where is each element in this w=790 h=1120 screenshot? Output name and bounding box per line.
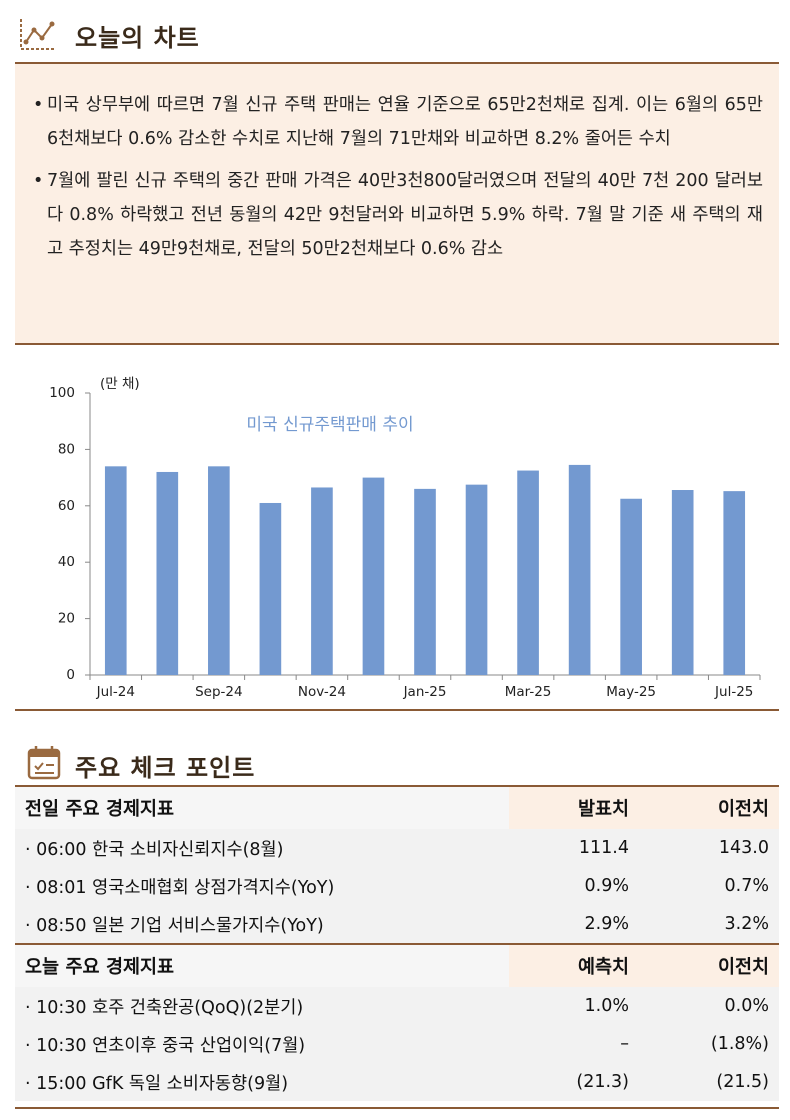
table-header: 전일 주요 경제지표 발표치 이전치 xyxy=(15,787,779,829)
table-cell: · 10:30 연초이후 중국 산업이익(7월) xyxy=(15,1025,509,1063)
table-cell: 이전치 xyxy=(639,945,779,987)
table-header: 오늘 주요 경제지표 예측치 이전치 xyxy=(15,945,779,987)
page-title: 오늘의 차트 xyxy=(75,24,200,52)
section-title: 주요 체크 포인트 xyxy=(75,754,256,782)
table-row: · 06:00 한국 소비자신뢰지수(8월) 111.4 143.0 xyxy=(15,829,779,867)
x-tick-label: Jul-24 xyxy=(96,684,135,700)
table-row: · 08:50 일본 기업 서비스물가지수(YoY) 2.9% 3.2% xyxy=(15,905,779,943)
bar xyxy=(517,470,539,675)
indicator-table: 오늘 주요 경제지표 예측치 이전치 · 10:30 호주 건축완공(QoQ)(2분기… xyxy=(15,945,779,1101)
table-cell: 발표치 xyxy=(509,787,639,829)
bar xyxy=(723,491,746,675)
table-row: · 10:30 호주 건축완공(QoQ)(2분기) 1.0% 0.0% xyxy=(15,987,779,1025)
table-cell: 전일 주요 경제지표 xyxy=(15,787,509,829)
bar xyxy=(259,502,282,675)
table-cell: 111.4 xyxy=(509,829,639,867)
table-row: · 10:30 연초이후 중국 산업이익(7월) – (1.8%) xyxy=(15,1025,779,1063)
calendar-icon xyxy=(27,746,61,780)
y-tick-label: 80 xyxy=(58,441,75,457)
y-tick-label: 20 xyxy=(58,611,75,627)
bar xyxy=(414,488,436,675)
table-cell: (21.3) xyxy=(509,1063,639,1101)
bar xyxy=(208,466,230,675)
divider xyxy=(15,785,779,787)
table-cell: (21.5) xyxy=(639,1063,779,1101)
x-tick-label: Sep-24 xyxy=(195,684,243,700)
table-cell: 예측치 xyxy=(509,945,639,987)
y-tick-label: 60 xyxy=(58,498,75,514)
y-axis-label: (만 채) xyxy=(100,376,140,392)
table-cell: · 06:00 한국 소비자신뢰지수(8월) xyxy=(15,829,509,867)
table-cell: 0.9% xyxy=(509,867,639,905)
table-cell: 2.9% xyxy=(509,905,639,943)
table-cell: 3.2% xyxy=(639,905,779,943)
indicator-table: 전일 주요 경제지표 발표치 이전치 · 06:00 한국 소비자신뢰지수(8월) 11… xyxy=(15,787,779,943)
x-tick-label: Jan-25 xyxy=(403,684,447,700)
table-row: · 15:00 GfK 독일 소비자동향(9월) (21.3) (21.5) xyxy=(15,1063,779,1101)
bar xyxy=(568,464,591,675)
x-tick-label: Mar-25 xyxy=(505,684,552,700)
bar xyxy=(362,477,385,675)
divider xyxy=(15,943,779,945)
table-cell: 143.0 xyxy=(639,829,779,867)
chart-title: 미국 신규주택판매 추이 xyxy=(246,415,413,435)
divider xyxy=(15,709,779,711)
table-cell: 오늘 주요 경제지표 xyxy=(15,945,509,987)
table-row: · 08:01 영국소매협회 상점가격지수(YoY) 0.9% 0.7% xyxy=(15,867,779,905)
table-cell: · 10:30 호주 건축완공(QoQ)(2분기) xyxy=(15,987,509,1025)
table-cell: 0.7% xyxy=(639,867,779,905)
bar xyxy=(465,484,488,675)
bar xyxy=(671,490,694,675)
y-tick-label: 100 xyxy=(49,385,75,401)
x-tick-label: Jul-25 xyxy=(714,684,753,700)
x-tick-label: May-25 xyxy=(606,684,656,700)
bar xyxy=(156,471,179,675)
table-cell: 0.0% xyxy=(639,987,779,1025)
table-cell: · 15:00 GfK 독일 소비자동향(9월) xyxy=(15,1063,509,1101)
chart-icon xyxy=(20,19,56,50)
x-tick-label: Nov-24 xyxy=(298,684,346,700)
bar xyxy=(311,487,333,675)
table-cell: – xyxy=(509,1025,639,1063)
table-cell: (1.8%) xyxy=(639,1025,779,1063)
bar xyxy=(104,466,127,675)
divider xyxy=(15,1107,779,1109)
summary-bullet: 미국 상무부에 따르면 7월 신규 주택 판매는 연율 기준으로 65만2천채로… xyxy=(33,88,763,156)
summary-bullet: 7월에 팔린 신규 주택의 중간 판매 가격은 40만3천800달러였으며 전달… xyxy=(33,164,763,266)
table-cell: 1.0% xyxy=(509,987,639,1025)
summary-box: 미국 상무부에 따르면 7월 신규 주택 판매는 연율 기준으로 65만2천채로… xyxy=(15,64,779,343)
y-tick-label: 40 xyxy=(58,554,75,570)
y-tick-label: 0 xyxy=(66,667,75,683)
divider xyxy=(15,62,779,64)
chart: (만 채) 미국 신규주택판매 추이 0 20 40 60 80 100 Jul-24 Sep… xyxy=(49,376,761,700)
divider xyxy=(15,343,779,345)
table-cell: 이전치 xyxy=(639,787,779,829)
table-cell: · 08:50 일본 기업 서비스물가지수(YoY) xyxy=(15,905,509,943)
table-cell: · 08:01 영국소매협회 상점가격지수(YoY) xyxy=(15,867,509,905)
bar xyxy=(620,498,642,675)
